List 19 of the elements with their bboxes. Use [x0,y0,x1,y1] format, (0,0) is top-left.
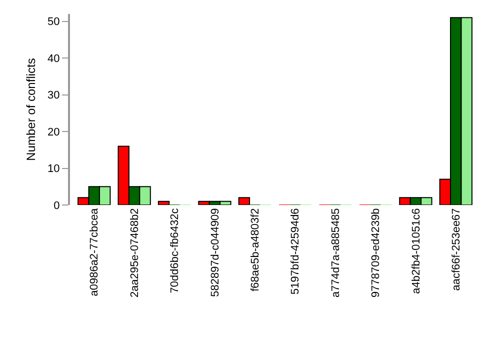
x-tick-label: a4b2fb4-01051c6 [410,208,422,294]
bar [238,197,250,205]
x-tick-label: a774d7a-a885485 [330,208,342,298]
x-tick-label: 5197bfd-42594d6 [290,208,302,294]
y-tick-label: 20 [48,126,60,138]
x-tick-label: f68ae5b-a4803f2 [249,208,262,292]
x-tick-label: 9778709-ed4239b [370,208,382,298]
x-tick-label: a0986a2-77cbcea [88,207,101,296]
y-tick-label: 10 [48,163,60,176]
bar [158,200,170,205]
x-tick-label: aacf66f-253ee67 [450,208,462,291]
x-tick-label: 2aa295e-07468b2 [128,208,141,298]
y-axis-title: Number of conflicts [24,58,38,161]
y-tick-label: 0 [54,200,60,212]
y-tick-label: 50 [48,16,60,28]
y-tick-label: 40 [48,52,60,65]
x-tick-label: 582897d-c044909 [209,208,222,297]
y-tick-label: 30 [48,90,60,102]
x-tick-label: 70dd6bc-fb6432c [169,208,182,294]
